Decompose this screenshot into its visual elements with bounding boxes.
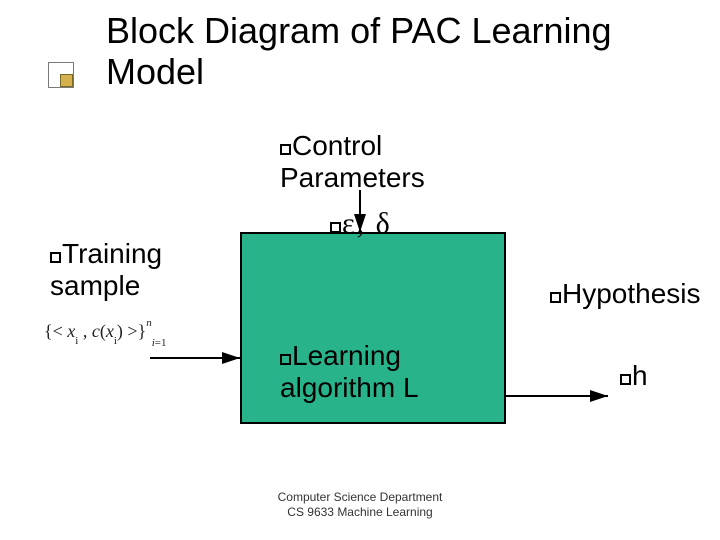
text: Parameters <box>280 162 425 193</box>
label-h: h <box>620 360 648 392</box>
label-hypothesis: Hypothesis <box>550 278 701 310</box>
footer: Computer Science Department CS 9633 Mach… <box>0 490 720 520</box>
label-control-parameters: Control Parameters <box>280 130 510 194</box>
text: Hypothesis <box>562 278 701 309</box>
footer-line-2: CS 9633 Machine Learning <box>0 505 720 520</box>
text: sample <box>50 270 140 301</box>
label-learning-algorithm: Learning algorithm L <box>280 340 500 404</box>
bullet-icon <box>280 354 291 365</box>
bullet-icon <box>50 252 61 263</box>
text: ε, δ <box>342 207 392 240</box>
text: Learning <box>292 340 401 371</box>
title-line-2: Model <box>106 51 612 92</box>
text: Control <box>292 130 382 161</box>
bullet-icon <box>550 292 561 303</box>
training-sample-formula: {< xi , c(xi) >}ni=1 <box>42 320 169 346</box>
title-accent-icon <box>48 62 74 88</box>
bullet-icon <box>620 374 631 385</box>
slide: Block Diagram of PAC Learning Model Cont… <box>0 0 720 540</box>
bullet-icon <box>330 222 341 233</box>
text: Training <box>62 238 162 269</box>
bullet-icon <box>280 144 291 155</box>
footer-line-1: Computer Science Department <box>0 490 720 505</box>
label-training-sample: Training sample <box>50 238 230 302</box>
text: h <box>632 360 648 391</box>
title-line-1: Block Diagram of PAC Learning <box>106 10 612 51</box>
text: algorithm L <box>280 372 419 403</box>
label-eps-delta: ε, δ <box>330 207 392 242</box>
slide-title: Block Diagram of PAC Learning Model <box>106 10 612 93</box>
